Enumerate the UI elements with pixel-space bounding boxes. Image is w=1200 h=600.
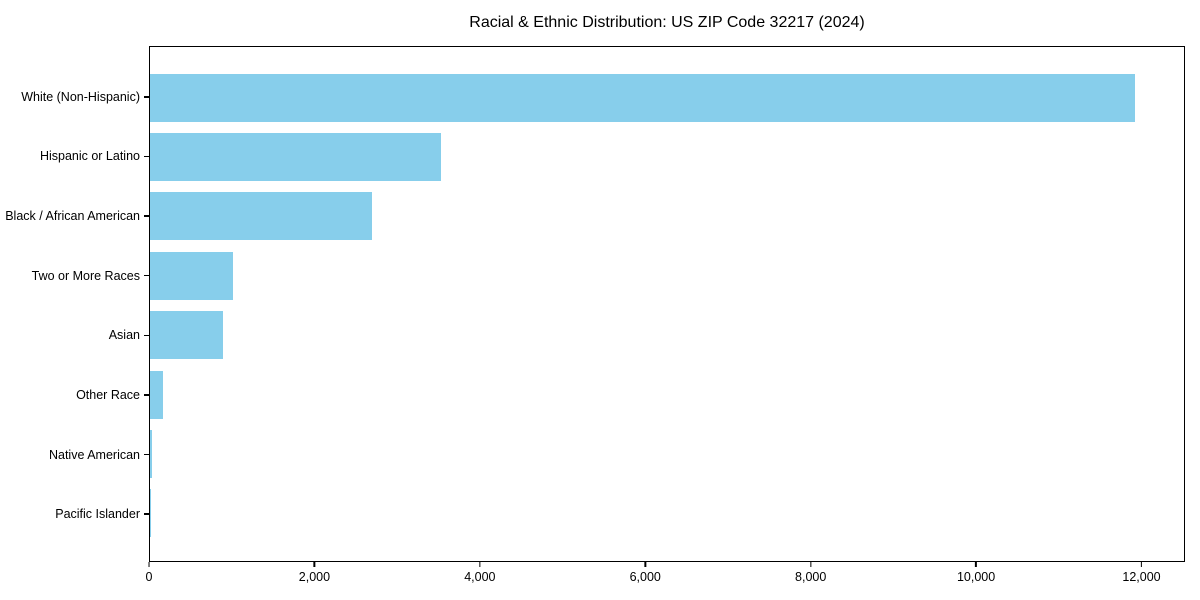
y-tick-mark bbox=[144, 274, 149, 277]
bar-6 bbox=[150, 370, 163, 419]
category-label: Asian bbox=[108, 328, 140, 343]
bar-rows bbox=[150, 47, 1184, 561]
y-tick-mark bbox=[144, 513, 149, 515]
x-tick-label: 10,000 bbox=[956, 570, 996, 584]
y-axis-label-row: White (Non-Hispanic) bbox=[0, 67, 149, 127]
y-axis-labels: White (Non-Hispanic) Hispanic or Latino Bl… bbox=[0, 46, 149, 562]
x-axis: 0 2,000 4,000 6,000 8,000 10,000 12,000 bbox=[145, 562, 1185, 596]
chart-title: Racial & Ethnic Distribution: US ZIP Cod… bbox=[469, 14, 865, 31]
y-tick-mark bbox=[144, 394, 149, 396]
x-tick-label: 8,000 bbox=[795, 570, 827, 584]
y-axis-label-row: Hispanic or Latino bbox=[0, 127, 149, 187]
bar-row bbox=[150, 68, 1184, 127]
bar-1 bbox=[150, 73, 1135, 122]
x-tick-mark bbox=[313, 562, 316, 567]
bar-row bbox=[150, 187, 1184, 246]
x-tick: 10,000 bbox=[957, 562, 995, 584]
y-axis-label-row: Two or More Races bbox=[0, 246, 149, 306]
y-tick-mark bbox=[144, 155, 149, 158]
plot-area bbox=[149, 46, 1185, 562]
category-label: Other Race bbox=[76, 387, 140, 402]
x-tick-label: 4,000 bbox=[464, 570, 496, 584]
x-tick: 4,000 bbox=[464, 562, 495, 584]
x-tick-label: 12,000 bbox=[1122, 570, 1161, 584]
category-label: White (Non-Hispanic) bbox=[21, 89, 140, 104]
category-label: Native American bbox=[48, 447, 140, 462]
bar-row bbox=[150, 127, 1184, 186]
bar-row bbox=[150, 365, 1184, 424]
bar-row bbox=[150, 484, 1184, 543]
x-tick: 8,000 bbox=[795, 562, 826, 584]
category-label: Two or More Races bbox=[31, 268, 140, 283]
y-axis-label-row: Asian bbox=[0, 306, 149, 366]
y-axis-label-row: Black / African American bbox=[0, 186, 149, 246]
bar-4 bbox=[150, 251, 234, 300]
category-label: Hispanic or Latino bbox=[39, 149, 140, 164]
y-axis-label-row: Native American bbox=[0, 425, 149, 485]
x-tick-label: 6,000 bbox=[629, 570, 661, 584]
x-tick-label: 0 bbox=[145, 570, 153, 584]
bar-5 bbox=[150, 311, 223, 360]
y-tick-mark bbox=[144, 215, 149, 217]
x-tick: 6,000 bbox=[630, 562, 661, 584]
x-tick-mark bbox=[975, 562, 977, 567]
x-tick-mark bbox=[479, 562, 481, 567]
bar-3 bbox=[150, 192, 373, 241]
x-tick-mark bbox=[148, 562, 150, 567]
bar-row bbox=[150, 306, 1184, 365]
bar-row bbox=[150, 424, 1184, 483]
y-tick-mark bbox=[144, 334, 149, 337]
bar-row bbox=[150, 246, 1184, 305]
x-tick-mark bbox=[1140, 562, 1143, 567]
y-tick-mark bbox=[144, 453, 149, 456]
bar-2 bbox=[150, 133, 442, 182]
y-axis-label-row: Other Race bbox=[0, 365, 149, 425]
bar-7 bbox=[150, 429, 152, 478]
x-tick: 2,000 bbox=[299, 562, 330, 584]
y-tick-mark bbox=[144, 96, 149, 98]
x-tick: 0 bbox=[145, 562, 153, 584]
category-label: Pacific Islander bbox=[55, 507, 140, 522]
x-tick-mark bbox=[644, 562, 646, 567]
x-tick-mark bbox=[809, 562, 812, 567]
category-label: Black / African American bbox=[5, 209, 140, 224]
x-tick-label: 2,000 bbox=[298, 570, 331, 584]
y-axis-label-row: Pacific Islander bbox=[0, 484, 149, 544]
x-tick: 12,000 bbox=[1122, 562, 1161, 584]
